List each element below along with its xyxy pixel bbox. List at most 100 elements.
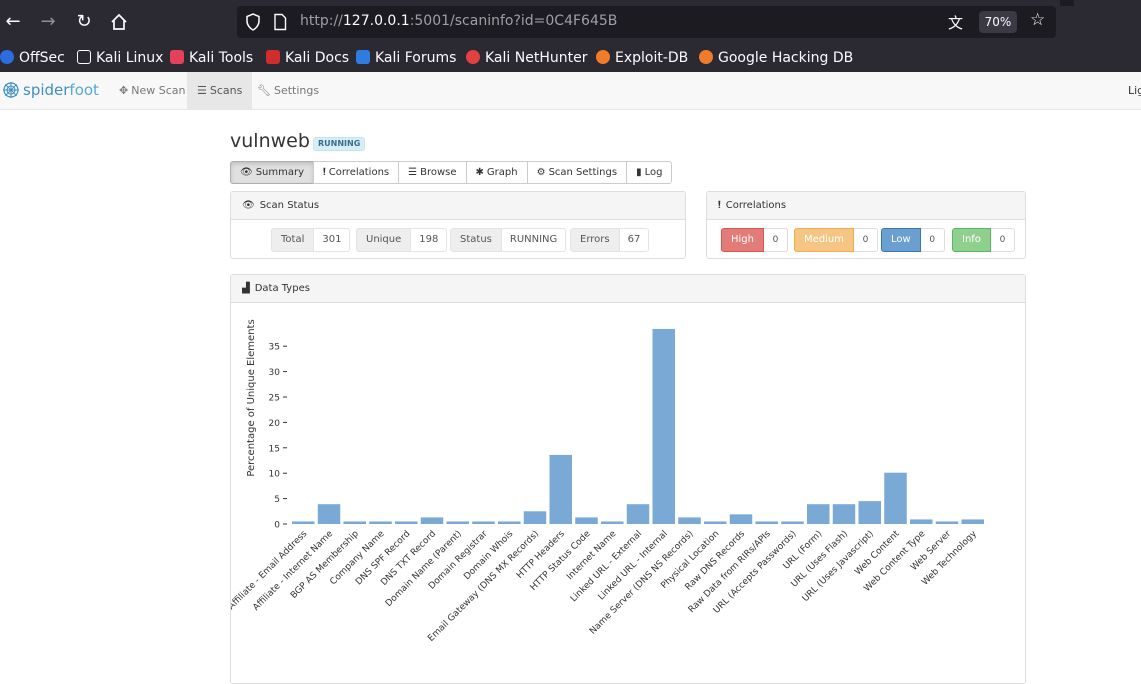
tab-summary[interactable]: 👁︎ Summary (230, 161, 315, 184)
bar (472, 521, 495, 524)
y-tick-label: 35 (269, 343, 280, 353)
tab-correlations[interactable]: ❗︎ Correlations (313, 161, 400, 184)
bookmark-offsec[interactable]: OffSec (0, 48, 65, 68)
bar (910, 519, 933, 524)
y-tick-label: 20 (269, 419, 281, 429)
bar (678, 517, 701, 524)
bookmark-kali-nethunter[interactable]: Kali NetHunter (466, 48, 587, 68)
wrench-icon: 🔧︎ (257, 84, 271, 97)
bar (498, 521, 521, 524)
stat-status: Status RUNNING (450, 228, 567, 252)
bar (781, 521, 804, 524)
scan-status-badge: RUNNING (313, 137, 366, 151)
bar (343, 521, 366, 524)
kali-forums-icon (356, 50, 370, 64)
kali-tools-icon (170, 50, 184, 64)
nav-settings[interactable]: 🔧︎ Settings (257, 84, 320, 97)
scan-title: vulnweb (230, 130, 310, 152)
bookmark-google-hacking-db[interactable]: Google Hacking DB (699, 48, 853, 68)
bar-chart-icon: ▟ (242, 283, 250, 294)
stat-unique: Unique 198 (356, 228, 448, 252)
correlation-low[interactable]: Low 0 (881, 228, 945, 252)
nethunter-icon (466, 50, 480, 64)
gear-icon: ⚙︎ (536, 167, 546, 178)
scan-tabs: 👁︎ Summary ❗︎ Correlations ☰ Browse ✱ Graph … (230, 161, 673, 184)
offsec-icon (0, 50, 14, 64)
scan-status-panel: 👁︎ Scan Status Total 301 Unique 198 Status R… (230, 191, 686, 259)
bar (575, 517, 598, 524)
correlation-info[interactable]: Info 0 (952, 228, 1015, 252)
y-tick-label: 10 (269, 470, 281, 480)
correlations-panel: ❗︎ Correlations High 0 Medium 0 Low 0 Info 0 (706, 191, 1026, 259)
bar (292, 521, 315, 524)
nav-login-truncated[interactable]: Lig (1128, 84, 1141, 97)
correlation-medium[interactable]: Medium 0 (794, 228, 878, 252)
bar (549, 454, 572, 524)
exploit-db-icon (596, 50, 610, 64)
stat-total: Total 301 (271, 228, 351, 252)
spider-web-icon (3, 82, 19, 98)
bar (832, 504, 856, 524)
list-icon: ☰ (408, 167, 418, 178)
tab-graph[interactable]: ✱ Graph (465, 161, 528, 184)
url-text[interactable]: http://127.0.0.1:5001/scaninfo?id=0C4F64… (300, 13, 618, 29)
tab-scan-settings[interactable]: ⚙︎ Scan Settings (526, 161, 628, 184)
data-types-chart: Percentage of Unique Elements 0 5 10 15 20 25 3… (231, 319, 984, 644)
asterisk-icon: ✱ (475, 167, 484, 178)
bar (420, 517, 444, 524)
tab-log[interactable]: ▮ Log (626, 161, 673, 184)
nav-new-scan[interactable]: ✥ New Scan (119, 84, 186, 97)
bar (884, 472, 907, 524)
y-axis-label: Percentage of Unique Elements (246, 319, 257, 476)
bookmark-kali-docs[interactable]: Kali Docs (266, 48, 349, 68)
bar (601, 521, 624, 524)
bookmark-kali-tools[interactable]: Kali Tools (170, 48, 253, 68)
exclamation-circle-icon: ❗︎ (323, 167, 326, 178)
shield-icon[interactable] (245, 13, 261, 31)
y-tick-label: 30 (269, 368, 281, 378)
bar (446, 521, 469, 524)
bar (652, 328, 675, 524)
window-edge (1060, 0, 1074, 6)
back-arrow-icon[interactable]: ← (5, 11, 21, 32)
translate-icon[interactable]: 文 (948, 14, 964, 32)
kali-dragon-icon (77, 50, 91, 64)
tab-browse[interactable]: ☰ Browse (398, 161, 467, 184)
correlation-high[interactable]: High 0 (721, 228, 788, 252)
app-navbar: spiderfoot ✥ New Scan ☰ Scans 🔧︎ Settings L… (0, 72, 1141, 110)
bar (395, 521, 418, 524)
bookmark-exploit-db[interactable]: Exploit-DB (596, 48, 688, 68)
data-types-heading: ▟ Data Types (231, 275, 1025, 303)
bar (626, 504, 650, 524)
y-tick-label: 5 (274, 495, 280, 505)
crosshair-icon: ✥ (119, 84, 129, 97)
bookmark-star-icon[interactable]: ☆ (1030, 10, 1046, 30)
zoom-level[interactable]: 70% (979, 11, 1017, 33)
eye-icon: 👁︎ (240, 167, 253, 178)
spiderfoot-logo[interactable]: spiderfoot (2, 81, 99, 101)
bar (523, 511, 547, 524)
bookmark-kali-linux[interactable]: Kali Linux (77, 48, 163, 68)
kali-docs-icon (266, 50, 280, 64)
home-icon[interactable] (107, 10, 131, 34)
bookmark-kali-forums[interactable]: Kali Forums (356, 48, 456, 68)
bar (369, 521, 392, 524)
bar (729, 514, 753, 524)
browser-toolbar: ← → ↻ http://127.0.0.1:5001/scaninfo?id=… (0, 0, 1141, 44)
bar (858, 501, 881, 524)
bookmarks-bar: OffSec Kali Linux Kali Tools Kali Docs K… (0, 44, 1141, 72)
bar (807, 504, 830, 524)
reload-icon[interactable]: ↻ (76, 11, 92, 32)
bar (317, 504, 341, 524)
bar (961, 519, 984, 524)
stat-errors: Errors 67 (570, 228, 650, 252)
correlations-heading: ❗︎ Correlations (707, 192, 1025, 220)
forward-arrow-icon[interactable]: → (40, 11, 56, 32)
nav-scans[interactable]: ☰ Scans (187, 72, 253, 109)
bar (755, 521, 778, 524)
book-icon: ▮ (636, 167, 642, 178)
bar (935, 521, 959, 524)
address-bar[interactable]: http://127.0.0.1:5001/scaninfo?id=0C4F64… (237, 6, 1056, 38)
page-icon[interactable] (273, 13, 287, 31)
y-tick-label: 15 (269, 444, 280, 454)
